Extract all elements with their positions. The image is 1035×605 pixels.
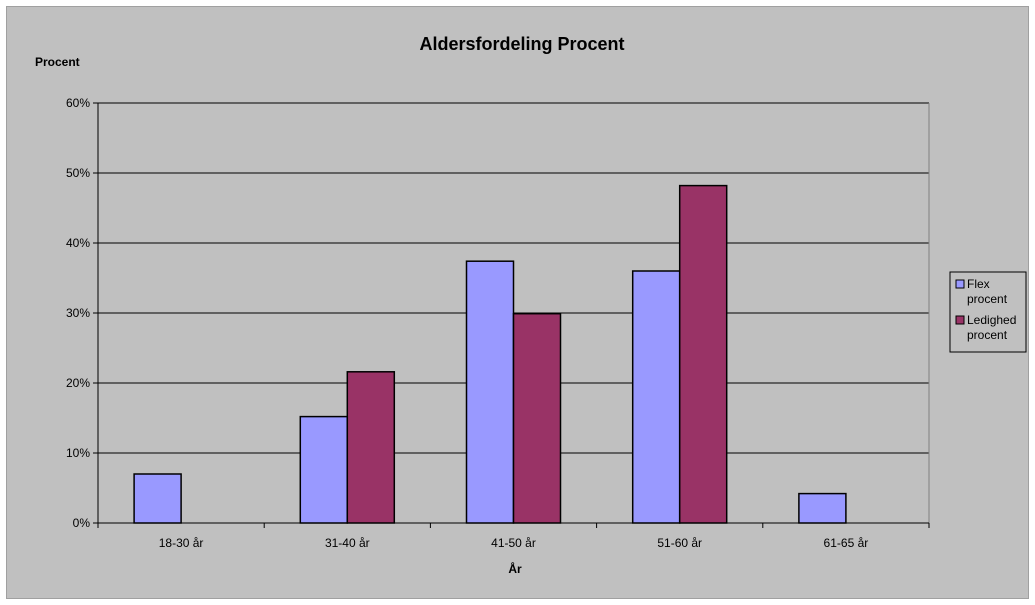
x-tick-label: 31-40 år [325, 536, 370, 550]
bar-ledighed-procent [346, 371, 396, 524]
bar-ledighed-procent [512, 312, 562, 524]
legend-label: Flex [967, 277, 990, 291]
legend-swatch [955, 279, 965, 289]
y-tick-label: 10% [66, 446, 90, 460]
x-tick-label: 18-30 år [159, 536, 204, 550]
bar-flex-procent [798, 492, 847, 524]
y-tick-label: 50% [66, 166, 90, 180]
bar-flex-procent [465, 260, 515, 524]
y-tick-label: 60% [66, 96, 90, 110]
legend-label: procent [967, 328, 1008, 342]
bar-flex-procent [631, 270, 681, 524]
bar-flex-procent [299, 415, 349, 524]
bars [133, 184, 847, 524]
legend-swatch [955, 315, 965, 325]
chart-title: Aldersfordeling Procent [419, 34, 624, 54]
legend-label: Ledighed [967, 313, 1016, 327]
bar-flex-procent [133, 473, 182, 524]
y-tick-label: 20% [66, 376, 90, 390]
x-tick-label: 51-60 år [657, 536, 702, 550]
legend-label: procent [967, 292, 1008, 306]
axes: 0% 10% 20% 30% 40% 50% 60% 18-30 år 31-40 år 41-5… [66, 96, 930, 550]
y-tick-label: 0% [73, 516, 91, 530]
y-tick-label: 30% [66, 306, 90, 320]
x-axis-title: År [508, 561, 522, 576]
y-tick-label: 40% [66, 236, 90, 250]
x-tick-label: 41-50 år [491, 536, 536, 550]
x-tick-label: 61-65 år [824, 536, 869, 550]
bar-ledighed-procent [678, 184, 728, 524]
y-axis-title: Procent [35, 55, 80, 69]
